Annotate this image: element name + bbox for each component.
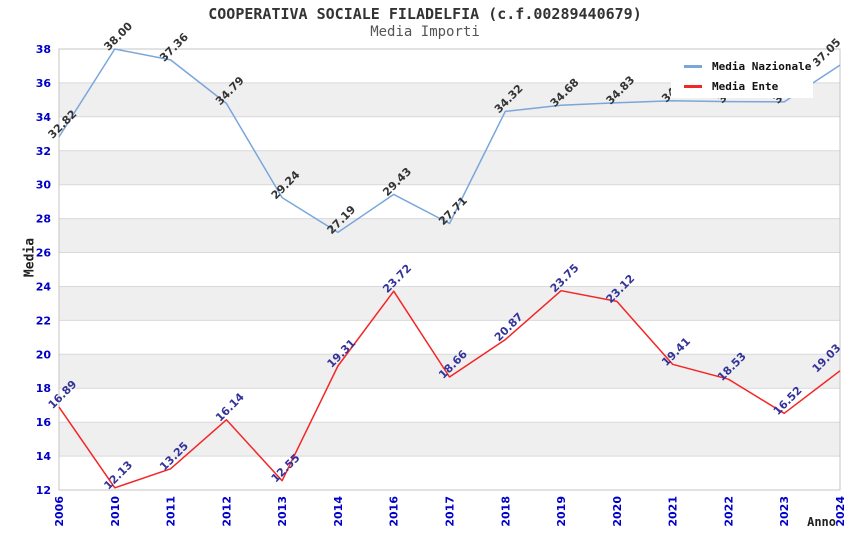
x-axis-label: Anno: [807, 515, 836, 529]
y-tick-label: 22: [36, 314, 51, 327]
x-tick-label: 2017: [444, 496, 457, 527]
legend-label-media-nazionale: Media Nazionale: [712, 60, 812, 73]
data-point-label: 37.36: [157, 30, 191, 64]
legend: Media Nazionale Media Ente: [671, 55, 813, 98]
x-tick-label: 2012: [220, 496, 233, 527]
series-line-media-nazionale: [58, 48, 841, 234]
y-tick-label: 26: [36, 247, 52, 260]
y-axis-label: Media: [22, 237, 38, 278]
grid-band: [59, 286, 840, 321]
y-tick-label: 34: [36, 111, 52, 124]
x-tick-label: 2020: [611, 496, 624, 527]
legend-label-media-ente: Media Ente: [712, 80, 779, 93]
x-tick-label: 2023: [778, 496, 791, 527]
chart-subtitle: Media Importi: [370, 24, 480, 40]
data-point-label: 16.14: [213, 390, 247, 424]
line-marker-blue-icon: [684, 65, 702, 68]
series-line-media-ente: [58, 289, 841, 489]
y-tick-label: 38: [36, 43, 51, 56]
grid-band: [59, 150, 840, 185]
x-tick-label: 2014: [332, 496, 345, 527]
legend-item-media-ente: Media Ente: [671, 79, 813, 95]
data-point-label: 38.00: [101, 19, 135, 53]
x-tick-label: 2022: [722, 496, 735, 527]
y-tick-label: 28: [36, 213, 51, 226]
y-tick-label: 18: [36, 382, 51, 395]
x-tick-label: 2021: [667, 496, 680, 527]
y-tick-label: 14: [36, 450, 52, 463]
y-tick-label: 36: [36, 77, 52, 90]
y-tick-label: 30: [36, 179, 52, 192]
y-tick-label: 32: [36, 145, 51, 158]
grid-band: [59, 354, 840, 389]
data-point-label: 37.05: [810, 36, 844, 70]
plot-frame: [58, 48, 841, 491]
x-tick-label: 2024: [834, 496, 847, 527]
x-tick-label: 2016: [388, 496, 401, 527]
x-tick-label: 2018: [499, 496, 512, 527]
x-tick-label: 2019: [555, 496, 568, 527]
chart-title: COOPERATIVA SOCIALE FILADELFIA (c.f.0028…: [208, 5, 642, 23]
y-tick-label: 16: [36, 416, 52, 429]
grid-band: [59, 422, 840, 457]
y-tick-label: 12: [36, 484, 51, 497]
x-tick-label: 2010: [109, 496, 122, 527]
x-tick-label: 2006: [53, 496, 66, 527]
y-tick-label: 20: [36, 348, 52, 361]
line-marker-red-icon: [684, 85, 702, 88]
legend-item-media-nazionale: Media Nazionale: [671, 59, 813, 75]
x-tick-label: 2011: [165, 496, 178, 527]
x-tick-label: 2013: [276, 496, 289, 527]
y-tick-label: 24: [36, 281, 52, 294]
